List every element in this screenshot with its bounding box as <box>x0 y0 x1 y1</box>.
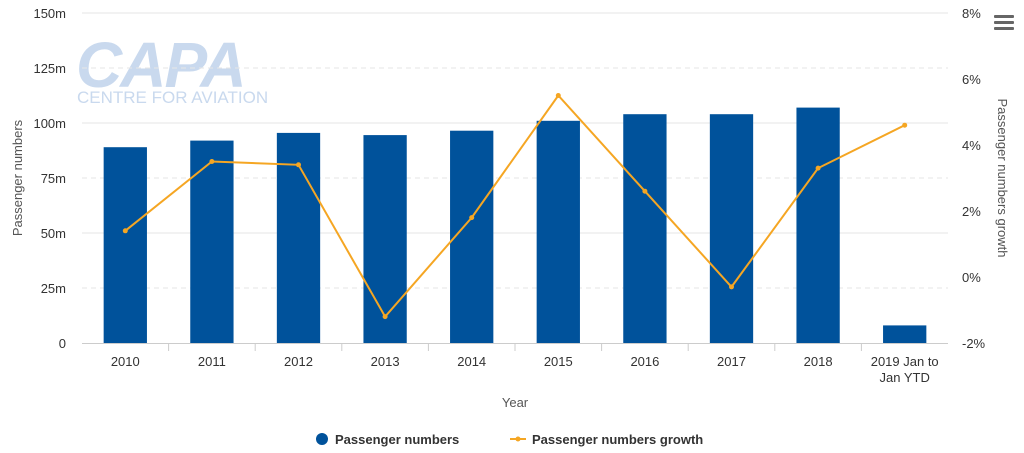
bar-2012[interactable] <box>276 132 321 343</box>
y2-tick-label: -2% <box>962 336 986 351</box>
bar-2010[interactable] <box>103 147 147 343</box>
y2-tick-label: 6% <box>962 72 981 87</box>
legend-line-dot <box>515 436 521 442</box>
chart-menu-icon[interactable] <box>994 15 1014 33</box>
bar-2019-jan-to-jan-ytd[interactable] <box>883 325 927 343</box>
y2-axis-title: Passenger numbers growth <box>995 99 1010 258</box>
y-tick-label: 25m <box>41 281 66 296</box>
growth-point-2018[interactable] <box>815 165 821 171</box>
x-tick-label: 2018 <box>804 354 833 369</box>
bar-2015[interactable] <box>536 120 580 343</box>
growth-point-2017[interactable] <box>729 284 734 290</box>
bar-2018[interactable] <box>796 107 840 343</box>
legend: Passenger numbers Passenger numbers grow… <box>316 432 703 447</box>
y2-tick-label: 0% <box>962 270 981 285</box>
x-tick-label: 2016 <box>630 354 659 369</box>
y-axis-title: Passenger numbers <box>10 119 25 236</box>
x-tick-label: 2011 <box>198 354 226 369</box>
y-tick-label: 150m <box>33 6 66 21</box>
growth-point-2014[interactable] <box>469 215 475 221</box>
x-tick-label: 2010 <box>111 354 140 369</box>
y-tick-label: 50m <box>41 226 66 241</box>
y2-tick-label: 2% <box>962 204 981 219</box>
x-axis-title: Year <box>502 395 529 410</box>
line-series <box>122 93 908 320</box>
x-axis-ticks: 2010 2011 2012 2013 2014 2015 2016 2017 2018 2019… <box>111 343 939 385</box>
legend-label-passenger-numbers-growth: Passenger numbers growth <box>532 432 703 447</box>
growth-point-2011[interactable] <box>209 159 215 164</box>
growth-point-2012[interactable] <box>296 162 301 168</box>
growth-point-2019-jan-to-jan-ytd[interactable] <box>902 122 908 128</box>
legend-bar-marker <box>316 433 328 445</box>
capa-watermark: CAPA CENTRE FOR AVIATION <box>76 29 268 107</box>
bar-2016[interactable] <box>623 114 667 343</box>
bar-2013[interactable] <box>363 135 407 343</box>
watermark-brand: CAPA <box>76 29 245 101</box>
y2-tick-label: 8% <box>962 6 981 21</box>
y-tick-label: 0 <box>59 336 66 351</box>
bar-series <box>103 107 927 343</box>
growth-point-2016[interactable] <box>642 188 648 194</box>
growth-point-2013[interactable] <box>382 314 388 320</box>
bar-2011[interactable] <box>190 140 234 343</box>
y2-tick-label: 4% <box>962 138 981 153</box>
bar-2017[interactable] <box>709 114 754 343</box>
legend-item-passenger-numbers[interactable]: Passenger numbers <box>316 432 459 447</box>
watermark-tagline: CENTRE FOR AVIATION <box>77 88 268 107</box>
legend-item-passenger-numbers-growth[interactable]: Passenger numbers growth <box>510 432 703 447</box>
y-tick-label: 125m <box>33 61 66 76</box>
x-tick-label: 2017 <box>717 354 746 369</box>
growth-point-2015[interactable] <box>555 93 561 98</box>
x-tick-label: 2013 <box>371 354 400 369</box>
x-tick-label: 2015 <box>544 354 573 369</box>
growth-line <box>124 93 906 319</box>
y-tick-label: 100m <box>33 116 66 131</box>
y-tick-label: 75m <box>41 171 66 186</box>
bar-2014[interactable] <box>450 130 494 343</box>
left-axis-ticks: 0 25m 50m 75m 100m 125m 150m <box>33 6 66 351</box>
legend-label-passenger-numbers: Passenger numbers <box>335 432 459 447</box>
x-tick-label: 2012 <box>284 354 313 369</box>
growth-point-2010[interactable] <box>122 228 128 234</box>
x-tick-label: 2019 Jan to Jan YTD <box>871 354 939 385</box>
x-tick-label: 2014 <box>457 354 486 369</box>
right-axis-ticks: -2% 0% 2% 4% 6% 8% <box>962 6 986 351</box>
